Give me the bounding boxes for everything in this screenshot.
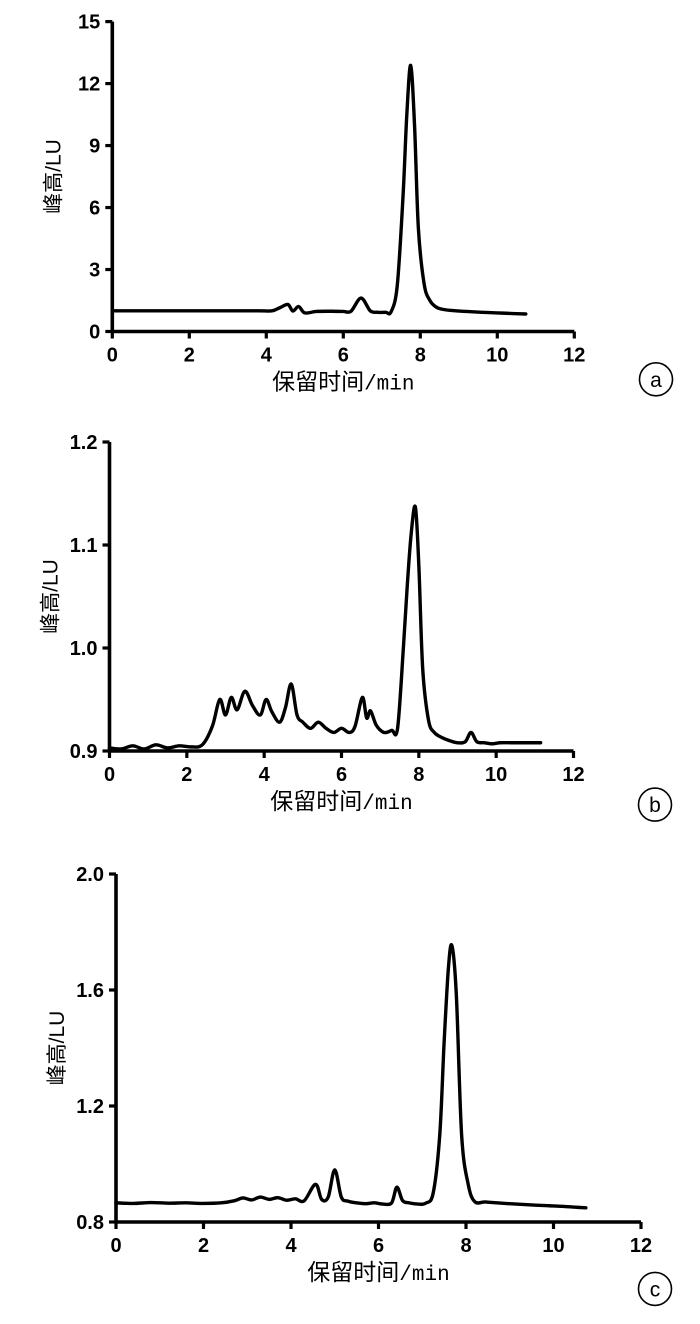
svg-text:峰高/LU: 峰高/LU xyxy=(46,1011,69,1086)
svg-text:3: 3 xyxy=(89,260,100,282)
svg-text:8: 8 xyxy=(413,764,424,786)
svg-text:10: 10 xyxy=(542,1235,564,1257)
svg-text:1.1: 1.1 xyxy=(70,535,98,557)
svg-text:1.0: 1.0 xyxy=(70,638,98,660)
svg-text:2: 2 xyxy=(181,764,192,786)
svg-text:15: 15 xyxy=(78,12,100,34)
svg-text:8: 8 xyxy=(415,345,426,367)
svg-text:保留时间/min: 保留时间/min xyxy=(272,369,414,397)
svg-text:9: 9 xyxy=(89,136,100,158)
svg-text:4: 4 xyxy=(261,345,273,367)
svg-text:2.0: 2.0 xyxy=(76,864,104,886)
svg-text:6: 6 xyxy=(89,198,100,220)
svg-text:保留时间/min: 保留时间/min xyxy=(307,1259,449,1287)
svg-text:b: b xyxy=(649,794,661,817)
svg-text:1.6: 1.6 xyxy=(76,980,104,1002)
svg-text:4: 4 xyxy=(259,764,271,786)
svg-text:0.8: 0.8 xyxy=(76,1212,104,1234)
svg-text:6: 6 xyxy=(336,764,347,786)
svg-text:6: 6 xyxy=(373,1235,384,1257)
svg-text:0: 0 xyxy=(89,322,100,344)
svg-text:12: 12 xyxy=(562,764,584,786)
svg-text:0: 0 xyxy=(110,1235,121,1257)
svg-text:4: 4 xyxy=(285,1235,297,1257)
svg-text:10: 10 xyxy=(486,345,508,367)
svg-text:0.9: 0.9 xyxy=(70,741,98,763)
svg-text:8: 8 xyxy=(460,1235,471,1257)
svg-text:峰高/LU: 峰高/LU xyxy=(42,139,65,214)
svg-text:峰高/LU: 峰高/LU xyxy=(40,559,63,634)
svg-text:2: 2 xyxy=(184,345,195,367)
svg-text:a: a xyxy=(650,369,662,392)
svg-text:0: 0 xyxy=(104,764,115,786)
svg-text:12: 12 xyxy=(630,1235,652,1257)
svg-text:1.2: 1.2 xyxy=(76,1096,104,1118)
svg-text:6: 6 xyxy=(338,345,349,367)
svg-text:0: 0 xyxy=(107,345,118,367)
svg-text:12: 12 xyxy=(563,345,585,367)
svg-text:12: 12 xyxy=(78,74,100,96)
svg-text:1.2: 1.2 xyxy=(70,432,98,454)
svg-text:c: c xyxy=(650,1278,661,1301)
svg-text:保留时间/min: 保留时间/min xyxy=(270,788,412,816)
svg-text:2: 2 xyxy=(198,1235,209,1257)
svg-text:10: 10 xyxy=(485,764,507,786)
